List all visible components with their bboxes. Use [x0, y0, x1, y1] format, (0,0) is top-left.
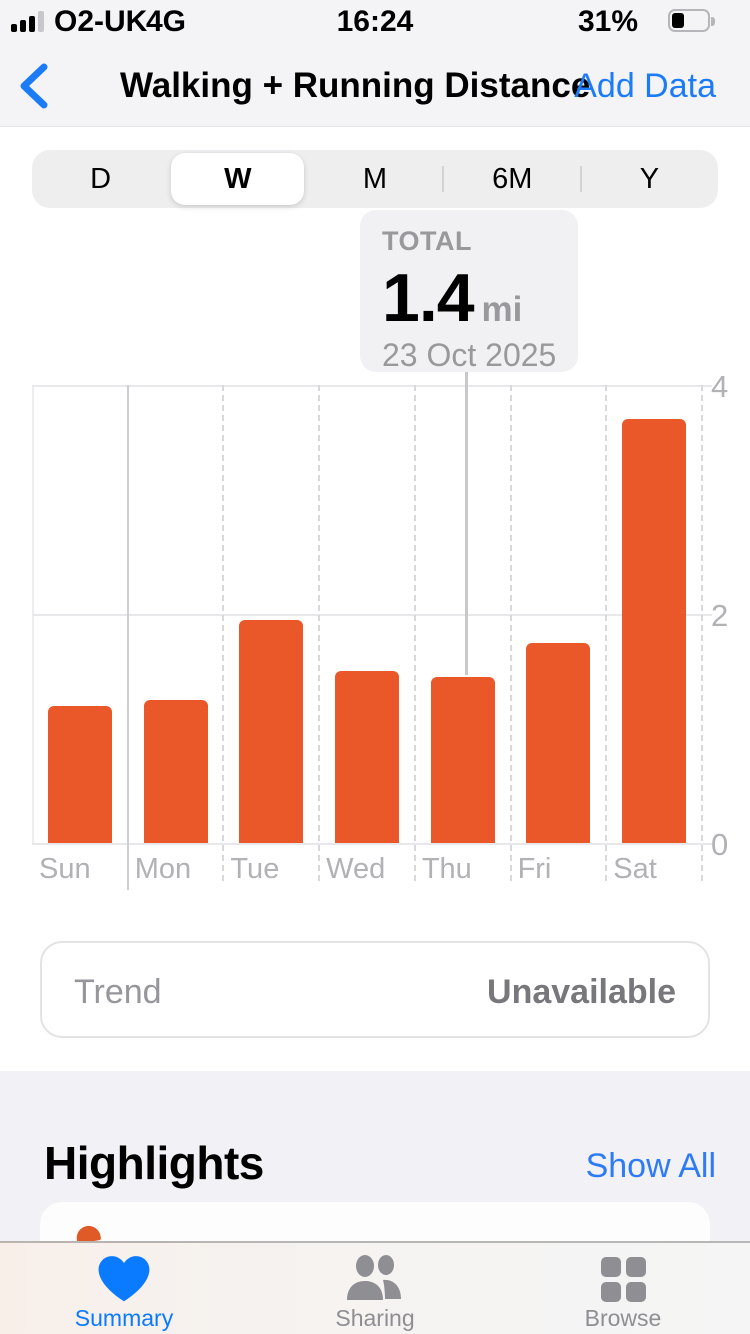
tab-browse-label: Browse — [584, 1305, 662, 1331]
day-separator-line — [509, 385, 512, 881]
gridline-0 — [32, 843, 712, 845]
carrier-label: O2-UK — [54, 5, 148, 38]
tab-summary-label: Summary — [74, 1305, 174, 1331]
signal-strength-icon — [11, 10, 47, 32]
tooltip-unit: mi — [481, 290, 523, 329]
trend-label: Trend — [74, 973, 162, 1011]
tab-summary[interactable]: Summary — [29, 1243, 219, 1334]
tooltip-value: 1.4 — [382, 260, 475, 336]
page-title: Walking + Running Distance — [120, 66, 591, 105]
x-axis-label-sat: Sat — [613, 853, 657, 885]
gridline-2 — [32, 614, 712, 616]
segment-six-month[interactable]: 6M — [492, 162, 533, 195]
chevron-left-icon — [20, 63, 48, 109]
chart-plot: Sun Mon Tue Wed Thu Fri Sat — [32, 385, 712, 890]
nav-bar: Walking + Running Distance Add Data — [0, 44, 750, 127]
segment-month[interactable]: M — [362, 162, 388, 195]
bar-chart: Sun Mon Tue Wed Thu Fri Sat 4 2 0 — [0, 369, 750, 890]
bar-fri[interactable] — [526, 642, 591, 843]
tab-sharing-label: Sharing — [335, 1305, 415, 1331]
battery-percent-label: 31% — [577, 5, 638, 38]
bar-tue[interactable] — [239, 619, 304, 843]
day-separator-line — [126, 385, 129, 890]
day-separator-line — [222, 385, 225, 881]
tooltip-date: 23 Oct 2025 — [382, 337, 557, 373]
y-axis-tick-4: 4 — [711, 369, 729, 404]
segment-week[interactable]: W — [169, 150, 306, 208]
bar-wed[interactable] — [335, 671, 399, 843]
day-separator-line — [318, 385, 321, 881]
bar-sun[interactable] — [47, 705, 112, 843]
top-chrome: O2-UK 4G 16:24 31% Walking + Running Dis… — [0, 0, 750, 127]
clock: 16:24 — [336, 5, 414, 38]
trend-value: Unavailable — [487, 973, 676, 1011]
highlights-title: Highlights — [44, 1137, 264, 1189]
heart-icon — [29, 1253, 219, 1305]
x-axis-label-fri: Fri — [517, 853, 552, 885]
status-bar: O2-UK 4G 16:24 31% — [0, 0, 750, 44]
day-separator-line — [701, 385, 703, 881]
gridline-4 — [32, 385, 712, 387]
grid-icon — [528, 1253, 718, 1305]
tab-sharing[interactable]: Sharing — [280, 1243, 470, 1334]
segment-day[interactable]: D — [90, 162, 112, 195]
day-separator-line — [605, 385, 608, 881]
tooltip-label: TOTAL — [382, 226, 472, 256]
chart-tooltip: TOTAL 1.4 mi 23 Oct 2025 — [360, 210, 578, 373]
y-axis-tick-2: 2 — [711, 598, 729, 633]
x-axis-label-wed: Wed — [326, 853, 386, 885]
y-axis-tick-0: 0 — [711, 827, 729, 862]
tab-bar: Summary Sharing Browse — [0, 1241, 750, 1334]
time-range-segmented-control: D W M 6M Y — [32, 150, 718, 208]
segment-divider — [442, 166, 444, 192]
day-separator-line — [413, 385, 416, 881]
network-type-label: 4G — [146, 5, 187, 38]
people-icon — [280, 1253, 470, 1305]
segment-divider — [580, 166, 582, 192]
x-axis-label-tue: Tue — [230, 853, 280, 885]
segment-year[interactable]: Y — [639, 162, 660, 195]
bar-sat[interactable] — [622, 419, 687, 843]
trend-card[interactable]: Trend Unavailable — [40, 941, 710, 1038]
bar-mon[interactable] — [143, 699, 208, 843]
x-axis-label-sun: Sun — [39, 853, 91, 885]
tab-browse[interactable]: Browse — [528, 1243, 718, 1334]
x-axis-label-mon: Mon — [134, 853, 192, 885]
x-axis-label-thu: Thu — [421, 853, 472, 885]
tooltip-connector-line — [465, 372, 468, 675]
add-data-button[interactable]: Add Data — [574, 67, 716, 105]
battery-icon — [668, 9, 715, 32]
back-button[interactable] — [14, 62, 54, 110]
bar-thu[interactable] — [430, 676, 495, 843]
show-all-button[interactable]: Show All — [585, 1147, 716, 1185]
